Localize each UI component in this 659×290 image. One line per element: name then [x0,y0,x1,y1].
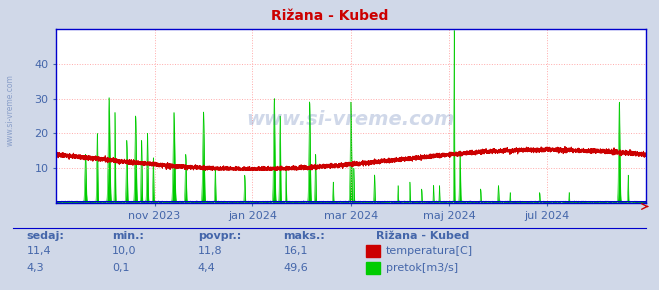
Text: temperatura[C]: temperatura[C] [386,246,473,256]
Text: www.si-vreme.com: www.si-vreme.com [5,74,14,146]
Text: 49,6: 49,6 [283,263,308,273]
Text: www.si-vreme.com: www.si-vreme.com [246,110,455,129]
Text: min.:: min.: [112,231,144,241]
Text: sedaj:: sedaj: [26,231,64,241]
Text: Rižana - Kubed: Rižana - Kubed [376,231,469,241]
Text: 11,8: 11,8 [198,246,222,256]
Text: 4,3: 4,3 [26,263,44,273]
Text: 10,0: 10,0 [112,246,136,256]
Text: 4,4: 4,4 [198,263,215,273]
Text: pretok[m3/s]: pretok[m3/s] [386,263,457,273]
Text: 11,4: 11,4 [26,246,51,256]
Text: maks.:: maks.: [283,231,325,241]
Text: povpr.:: povpr.: [198,231,241,241]
Text: 16,1: 16,1 [283,246,308,256]
Text: 0,1: 0,1 [112,263,130,273]
Text: Rižana - Kubed: Rižana - Kubed [271,9,388,23]
